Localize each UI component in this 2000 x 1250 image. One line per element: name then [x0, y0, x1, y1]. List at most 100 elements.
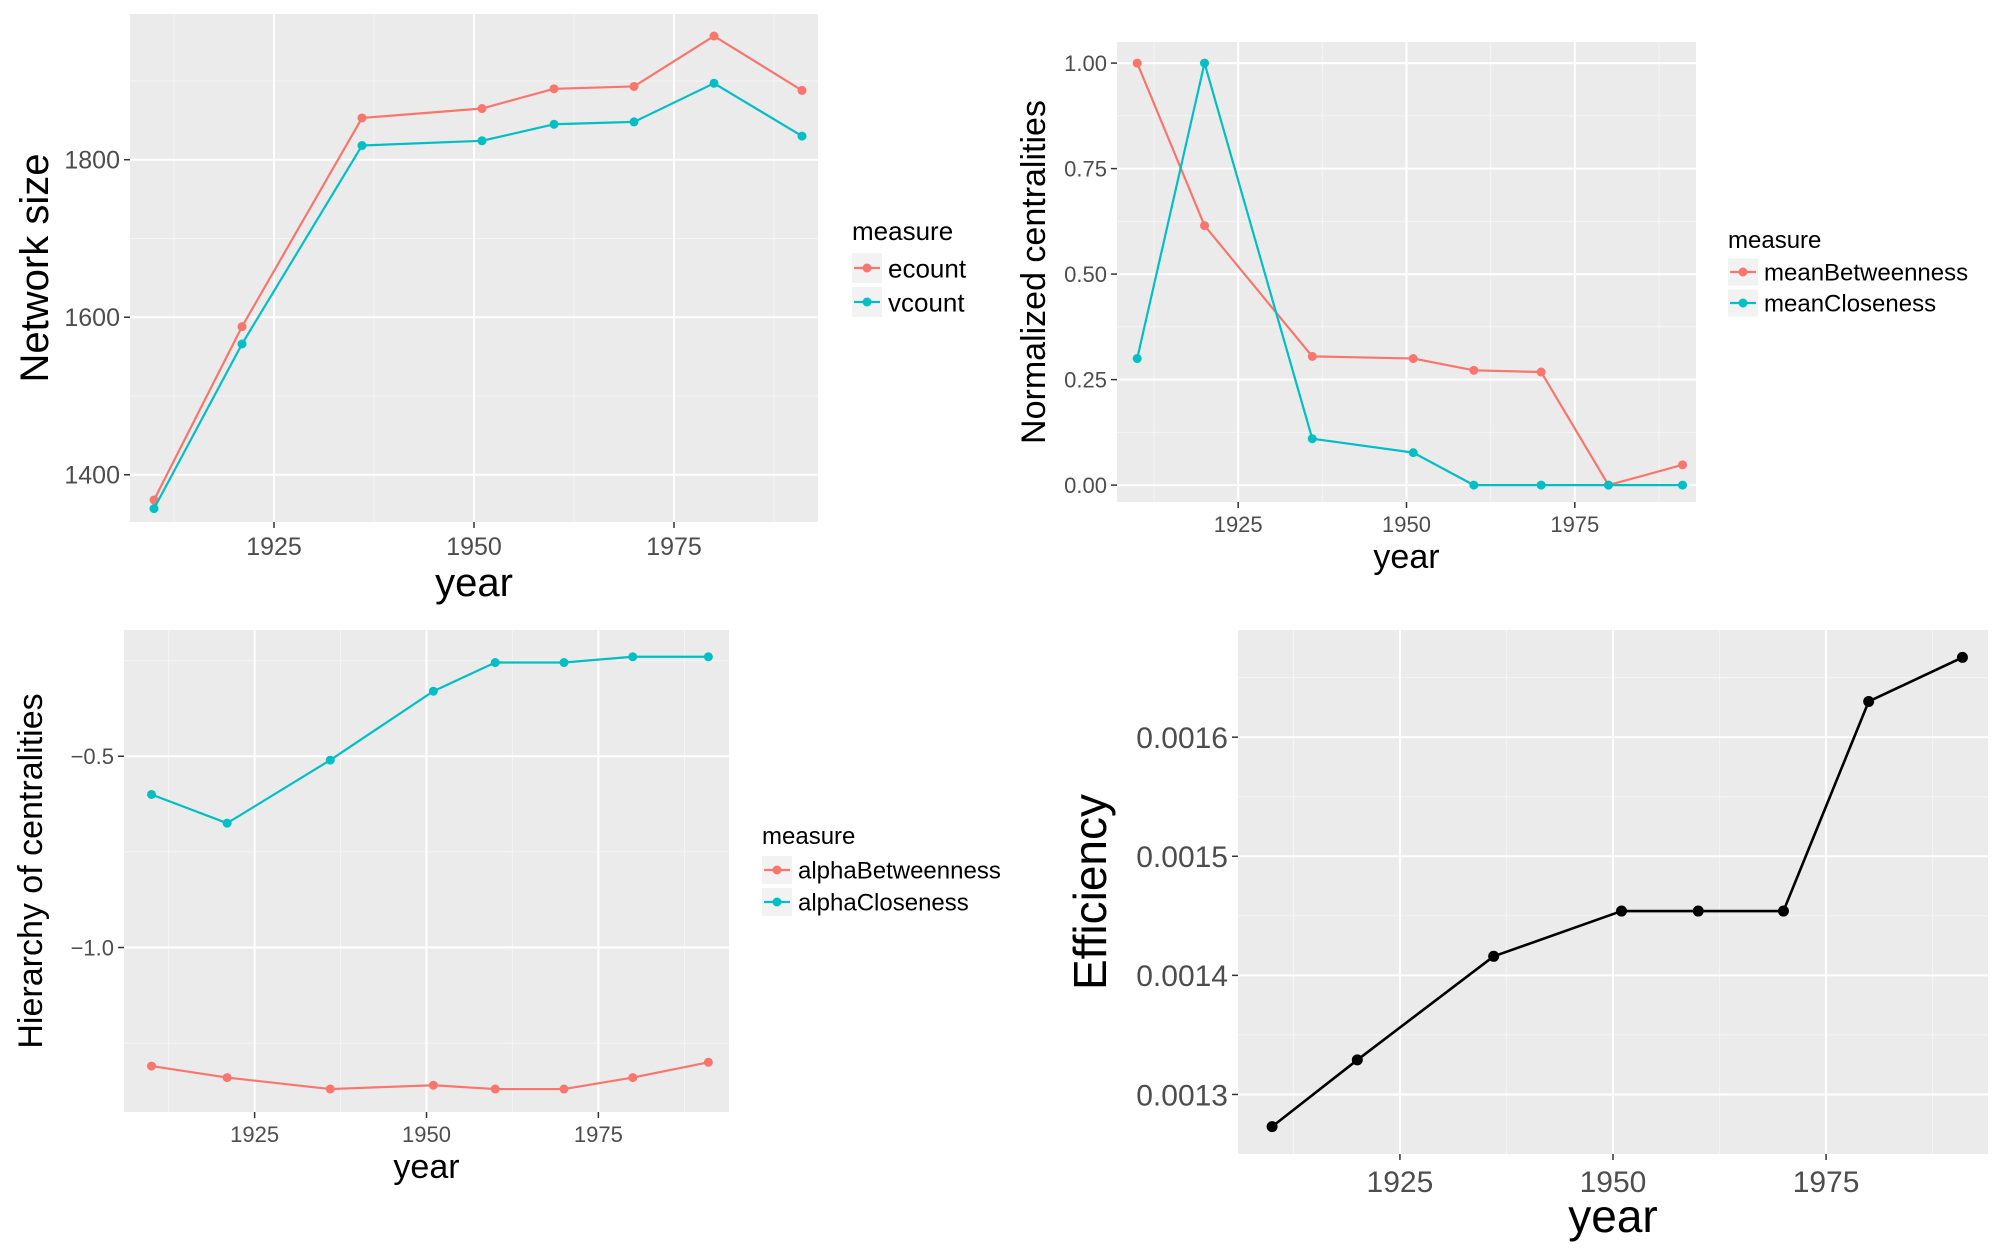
data-point-alphaBetweenness — [560, 1085, 569, 1094]
data-point-vcount — [710, 79, 719, 88]
data-point-ecount — [630, 82, 639, 91]
data-point-vcount — [550, 120, 559, 129]
data-point-vcount — [478, 136, 487, 145]
chart-normalized-centralities: 1925 1950 1975 0.00 0.25 0.50 0.75 1.00 year Norm… — [1015, 42, 1968, 576]
data-point-meanBetweenness — [1537, 368, 1546, 377]
data-point-meanCloseness — [1678, 481, 1687, 490]
x-tick-label: 1925 — [246, 533, 302, 561]
data-point-meanCloseness — [1200, 59, 1209, 68]
data-point-meanBetweenness — [1200, 221, 1209, 230]
y-tick-label: 0.0015 — [1136, 841, 1228, 874]
x-tick-label: 1925 — [1214, 512, 1263, 537]
data-point-meanBetweenness — [1409, 354, 1418, 363]
legend-title: measure — [1728, 227, 1821, 254]
chart-network-size: 1925 1950 1975 1400 1600 1800 year Network size… — [13, 14, 967, 605]
data-point-efficiency — [1957, 652, 1968, 663]
data-point-meanBetweenness — [1678, 460, 1687, 469]
legend: measure meanBetweenness meanCloseness — [1728, 227, 1968, 318]
data-point-ecount — [710, 32, 719, 41]
x-axis-title: year — [1568, 1190, 1657, 1242]
data-point-efficiency — [1352, 1054, 1363, 1065]
legend-key-point-alphaBetweenness — [773, 866, 782, 875]
data-point-meanCloseness — [1604, 481, 1613, 490]
data-point-alphaBetweenness — [704, 1058, 713, 1067]
y-tick-label: 1.00 — [1064, 51, 1107, 76]
chart-hierarchy-of-centralities: 1925 1950 1975 −0.5 −1.0 year Hierarchy of cen… — [12, 630, 1001, 1186]
y-axis-title: Hierarchy of centralities — [12, 693, 50, 1048]
y-tick-label: 0.50 — [1064, 262, 1107, 287]
y-axis-title: Normalized centralities — [1015, 100, 1053, 444]
data-point-alphaBetweenness — [429, 1081, 438, 1090]
data-point-alphaBetweenness — [326, 1085, 335, 1094]
data-point-ecount — [550, 84, 559, 93]
legend: measure alphaBetweenness alphaCloseness — [762, 823, 1001, 917]
x-axis-title: year — [393, 1148, 459, 1186]
y-tick-label: −1.0 — [71, 935, 114, 960]
data-point-ecount — [238, 322, 247, 331]
y-axis-title: Network size — [13, 154, 57, 383]
x-tick-label: 1950 — [402, 1122, 451, 1147]
y-tick-label: 0.00 — [1064, 473, 1107, 498]
data-point-meanCloseness — [1308, 434, 1317, 443]
x-tick-label: 1975 — [1550, 512, 1599, 537]
y-tick-label: −0.5 — [71, 744, 114, 769]
data-point-vcount — [238, 340, 247, 349]
chart-efficiency: 1925 1950 1975 0.0013 0.0014 0.0015 0.0016 year… — [1064, 630, 1988, 1242]
legend: measureecountvcount — [852, 216, 967, 317]
data-point-efficiency — [1488, 951, 1499, 962]
data-point-efficiency — [1616, 906, 1627, 917]
y-tick-label: 1600 — [64, 304, 120, 332]
data-point-vcount — [150, 504, 159, 513]
legend-label-vcount: vcount — [888, 287, 965, 317]
data-point-meanCloseness — [1133, 354, 1142, 363]
legend-title: measure — [762, 823, 855, 850]
y-tick-label: 1800 — [64, 147, 120, 175]
data-point-meanCloseness — [1469, 481, 1478, 490]
data-point-ecount — [798, 86, 807, 95]
data-point-alphaCloseness — [628, 652, 637, 661]
x-axis-title: year — [1373, 538, 1439, 576]
data-point-alphaBetweenness — [223, 1073, 232, 1082]
data-point-vcount — [798, 132, 807, 141]
data-point-alphaBetweenness — [147, 1062, 156, 1071]
legend-label-alphaBetweenness: alphaBetweenness — [798, 858, 1001, 885]
data-point-meanCloseness — [1409, 448, 1418, 457]
data-point-meanBetweenness — [1308, 352, 1317, 361]
data-point-meanBetweenness — [1133, 59, 1142, 68]
data-point-alphaCloseness — [704, 652, 713, 661]
legend-label-meanCloseness: meanCloseness — [1764, 291, 1936, 318]
legend-key-point-vcount — [863, 298, 872, 307]
x-tick-label: 1925 — [230, 1122, 279, 1147]
data-point-alphaCloseness — [429, 687, 438, 696]
data-point-efficiency — [1778, 906, 1789, 917]
legend-key-point-alphaCloseness — [773, 898, 782, 907]
x-tick-label: 1950 — [1382, 512, 1431, 537]
legend-label-meanBetweenness: meanBetweenness — [1764, 260, 1968, 287]
data-point-efficiency — [1863, 696, 1874, 707]
data-point-vcount — [358, 141, 367, 150]
data-point-efficiency — [1693, 906, 1704, 917]
x-axis-title: year — [435, 561, 513, 605]
legend-key-point-meanCloseness — [1739, 299, 1748, 308]
data-point-alphaCloseness — [326, 756, 335, 765]
data-point-alphaCloseness — [491, 658, 500, 667]
data-point-meanCloseness — [1537, 481, 1546, 490]
legend-key-point-meanBetweenness — [1739, 268, 1748, 277]
y-tick-label: 0.25 — [1064, 368, 1107, 393]
x-tick-label: 1925 — [1367, 1166, 1434, 1199]
y-tick-label: 0.75 — [1064, 157, 1107, 182]
x-tick-label: 1950 — [446, 533, 502, 561]
y-tick-label: 0.0013 — [1136, 1079, 1228, 1112]
data-point-efficiency — [1267, 1121, 1278, 1132]
legend-label-ecount: ecount — [888, 253, 967, 283]
x-tick-label: 1975 — [574, 1122, 623, 1147]
y-tick-label: 0.0014 — [1136, 960, 1228, 993]
data-point-meanBetweenness — [1469, 366, 1478, 375]
data-point-alphaBetweenness — [491, 1085, 500, 1094]
data-point-alphaBetweenness — [628, 1073, 637, 1082]
legend-label-alphaCloseness: alphaCloseness — [798, 890, 969, 917]
data-point-vcount — [630, 117, 639, 126]
y-tick-label: 0.0016 — [1136, 722, 1228, 755]
data-point-ecount — [478, 104, 487, 113]
